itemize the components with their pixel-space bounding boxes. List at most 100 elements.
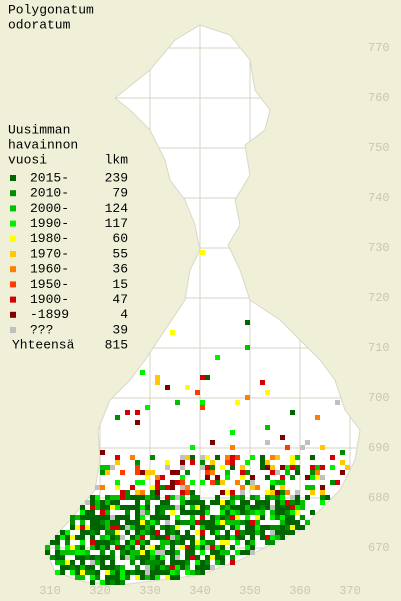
observation-square	[110, 500, 115, 505]
observation-square	[110, 565, 115, 570]
observation-square	[315, 415, 320, 420]
observation-square	[195, 555, 200, 560]
observation-square	[235, 540, 240, 545]
observation-square	[105, 540, 110, 545]
observation-square	[100, 540, 105, 545]
observation-square	[130, 540, 135, 545]
observation-square	[235, 510, 240, 515]
observation-square	[100, 505, 105, 510]
observation-square	[120, 555, 125, 560]
observation-square	[295, 490, 300, 495]
observation-square	[175, 530, 180, 535]
y-tick-label: 770	[368, 41, 390, 55]
observation-square	[180, 455, 185, 460]
legend-swatch	[10, 281, 16, 288]
observation-square	[340, 450, 345, 455]
observation-square	[115, 455, 120, 460]
observation-square	[90, 520, 95, 525]
observation-square	[220, 545, 225, 550]
observation-square	[280, 435, 285, 440]
observation-square	[320, 490, 325, 495]
observation-square	[165, 460, 170, 465]
observation-square	[205, 565, 210, 570]
observation-square	[205, 375, 210, 380]
observation-square	[125, 490, 130, 495]
legend-label: 2010-	[30, 186, 69, 201]
observation-square	[85, 510, 90, 515]
observation-square	[250, 480, 255, 485]
observation-square	[230, 510, 235, 515]
observation-square	[210, 500, 215, 505]
observation-square	[245, 480, 250, 485]
observation-square	[275, 505, 280, 510]
observation-square	[200, 460, 205, 465]
observation-square	[55, 540, 60, 545]
observation-square	[200, 520, 205, 525]
observation-square	[70, 535, 75, 540]
observation-square	[285, 465, 290, 470]
observation-square	[205, 540, 210, 545]
legend-count-header: lkm	[105, 152, 129, 167]
observation-square	[60, 565, 65, 570]
observation-square	[130, 535, 135, 540]
observation-square	[110, 515, 115, 520]
observation-square	[145, 555, 150, 560]
observation-square	[295, 500, 300, 505]
observation-square	[115, 540, 120, 545]
observation-square	[245, 470, 250, 475]
observation-square	[220, 490, 225, 495]
observation-square	[185, 485, 190, 490]
observation-square	[80, 550, 85, 555]
observation-square	[185, 455, 190, 460]
observation-square	[65, 565, 70, 570]
observation-square	[110, 505, 115, 510]
observation-square	[200, 400, 205, 405]
observation-square	[95, 545, 100, 550]
observation-square	[235, 525, 240, 530]
observation-square	[245, 515, 250, 520]
observation-square	[175, 520, 180, 525]
observation-square	[245, 395, 250, 400]
x-tick-label: 340	[189, 584, 211, 598]
observation-square	[125, 515, 130, 520]
observation-square	[140, 490, 145, 495]
observation-square	[105, 575, 110, 580]
observation-square	[80, 510, 85, 515]
observation-square	[200, 545, 205, 550]
observation-square	[115, 525, 120, 530]
observation-square	[200, 500, 205, 505]
observation-square	[170, 525, 175, 530]
observation-square	[285, 525, 290, 530]
observation-square	[185, 470, 190, 475]
observation-square	[50, 540, 55, 545]
observation-square	[160, 545, 165, 550]
observation-square	[250, 475, 255, 480]
observation-square	[215, 555, 220, 560]
observation-square	[275, 490, 280, 495]
observation-square	[145, 570, 150, 575]
observation-square	[170, 570, 175, 575]
observation-square	[160, 555, 165, 560]
observation-squares	[45, 250, 350, 585]
observation-square	[145, 565, 150, 570]
observation-square	[150, 515, 155, 520]
observation-square	[145, 505, 150, 510]
observation-square	[100, 580, 105, 585]
legend-label: 2015-	[30, 170, 69, 185]
observation-square	[160, 485, 165, 490]
observation-square	[165, 530, 170, 535]
observation-square	[195, 505, 200, 510]
observation-square	[265, 440, 270, 445]
observation-square	[155, 375, 160, 380]
observation-square	[120, 525, 125, 530]
observation-square	[230, 535, 235, 540]
y-tick-label: 740	[368, 191, 390, 205]
observation-square	[90, 505, 95, 510]
observation-square	[120, 545, 125, 550]
observation-square	[270, 485, 275, 490]
observation-square	[265, 425, 270, 430]
observation-square	[190, 480, 195, 485]
observation-square	[120, 565, 125, 570]
observation-square	[95, 495, 100, 500]
observation-square	[70, 545, 75, 550]
